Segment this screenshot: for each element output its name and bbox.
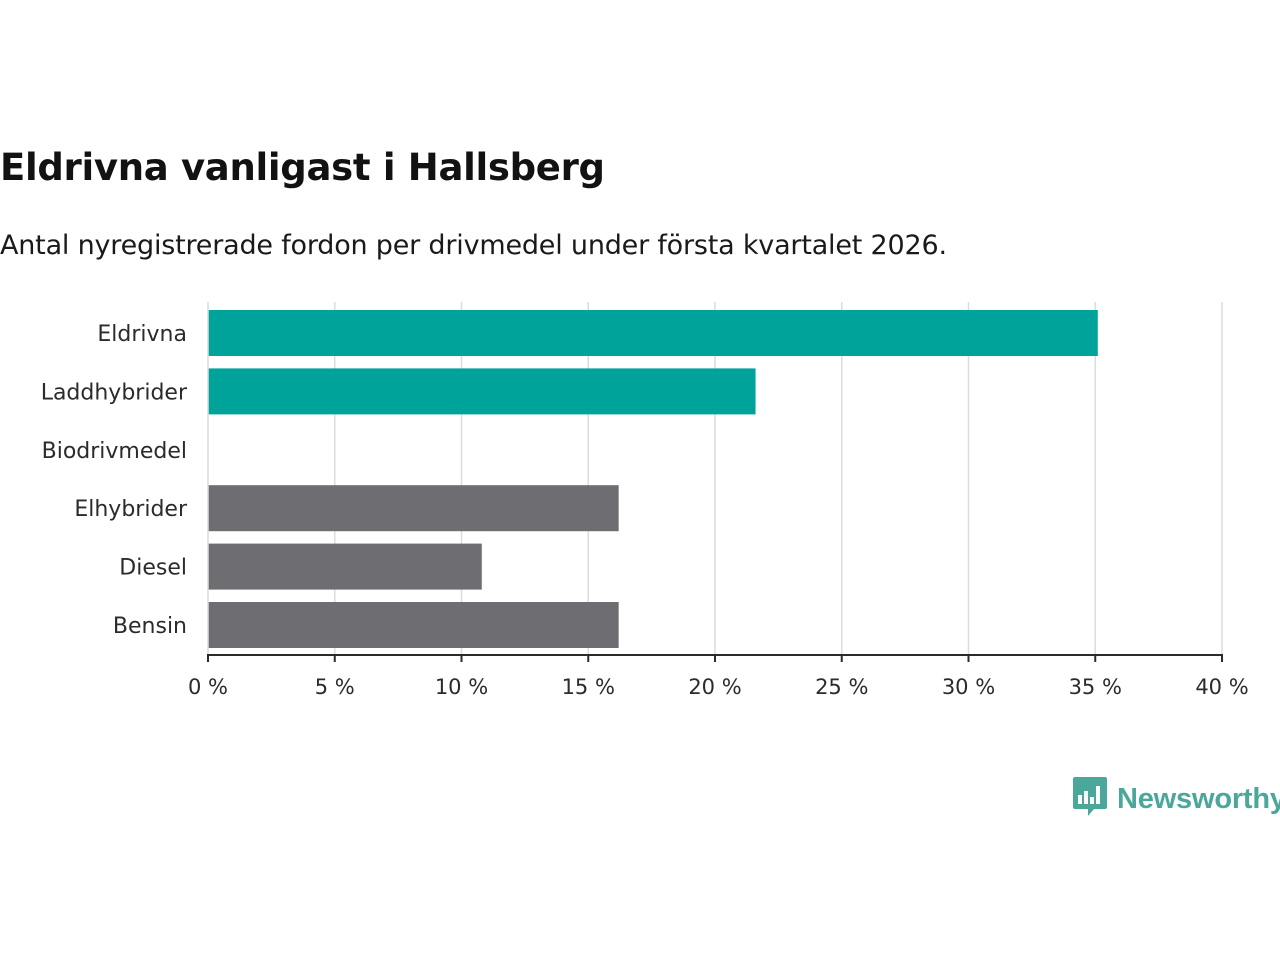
x-tick-label: 15 %: [562, 675, 615, 699]
x-tick-label: 35 %: [1069, 675, 1122, 699]
category-label: Elhybrider: [74, 497, 188, 522]
x-tick-label: 30 %: [942, 675, 995, 699]
logo-text: Newsworthy: [1117, 782, 1280, 815]
category-label: Diesel: [119, 556, 187, 581]
bar-bensin: [208, 602, 619, 648]
newsworthy-chart-icon: [1072, 776, 1108, 822]
category-label: Bensin: [113, 614, 187, 639]
x-tick-label: 0 %: [188, 675, 228, 699]
x-tick-label: 20 %: [688, 675, 741, 699]
x-tick-label: 5 %: [315, 675, 355, 699]
bar-elhybrider: [208, 485, 619, 532]
bar-laddhybrider: [208, 368, 756, 415]
chart-title: Eldrivna vanligast i Hallsberg: [0, 146, 605, 189]
category-label: Eldrivna: [97, 322, 187, 347]
bar-diesel: [208, 543, 482, 590]
chart-subtitle: Antal nyregistrerade fordon per drivmede…: [0, 230, 947, 261]
x-tick-label: 25 %: [815, 675, 868, 699]
category-label: Biodrivmedel: [42, 439, 187, 464]
x-tick-label: 40 %: [1195, 675, 1248, 699]
newsworthy-logo: Newsworthy: [1072, 776, 1280, 822]
category-label: Laddhybrider: [41, 380, 188, 405]
x-tick-label: 10 %: [435, 675, 488, 699]
bar-eldrivna: [208, 310, 1098, 356]
